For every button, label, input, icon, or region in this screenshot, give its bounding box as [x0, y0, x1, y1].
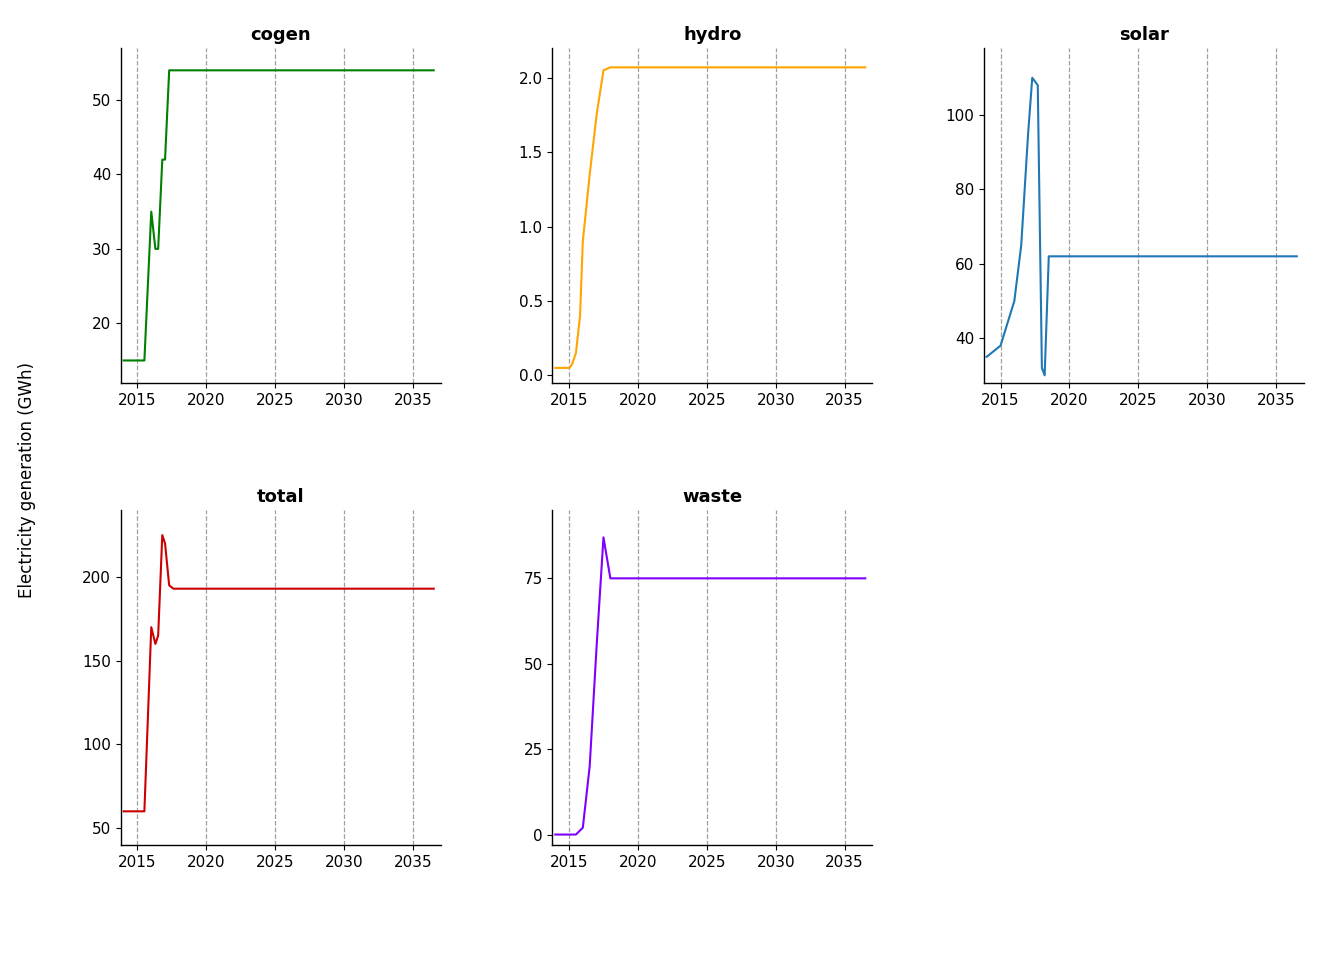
Text: Electricity generation (GWh): Electricity generation (GWh): [17, 362, 36, 598]
Title: solar: solar: [1120, 26, 1169, 43]
Title: hydro: hydro: [683, 26, 742, 43]
Title: waste: waste: [683, 488, 742, 506]
Title: total: total: [257, 488, 305, 506]
Title: cogen: cogen: [250, 26, 310, 43]
